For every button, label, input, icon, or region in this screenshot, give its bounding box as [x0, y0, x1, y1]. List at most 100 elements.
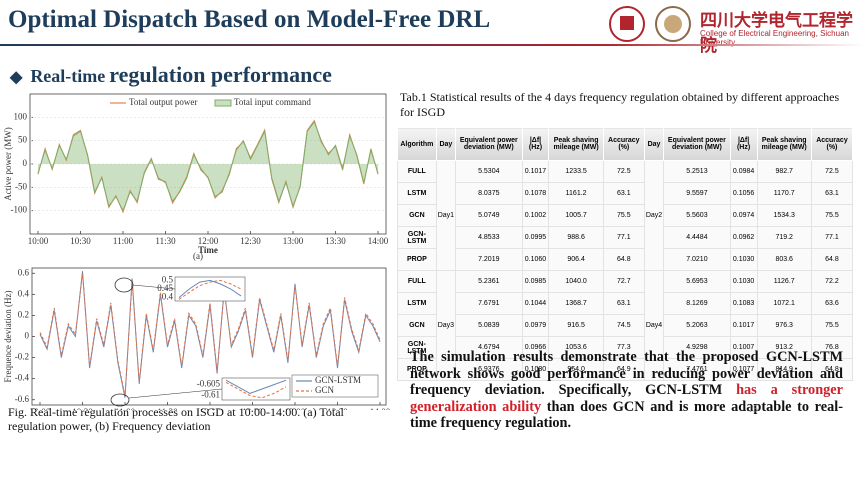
- slide-title: Optimal Dispatch Based on Model-Free DRL: [8, 6, 491, 33]
- y-axis-label: Frequence deviation (Hz): [3, 291, 13, 383]
- table-row: GCN 5.0749 0.1002 1005.7 75.5 5.5603 0.0974 153…: [397, 204, 854, 227]
- cell: 906.4: [548, 248, 604, 271]
- header-cell: Day: [435, 127, 457, 161]
- inset-tick-label: 0.5: [162, 274, 174, 284]
- header-cell: Peak shaving mileage (MW): [756, 127, 812, 161]
- inset-line: [225, 379, 287, 394]
- cell: 77.1: [810, 226, 854, 249]
- cell: 64.8: [602, 248, 645, 271]
- cell: 77.1: [602, 226, 645, 249]
- x-tick-label: 10:00: [28, 236, 49, 246]
- series-line: [37, 119, 379, 214]
- legend-label: GCN-LSTM: [315, 375, 361, 385]
- inset-frame: [221, 377, 291, 401]
- table-row: PROP 6.9376 0.1030 954.0 64.9 7.4761 0.1077 814…: [397, 358, 854, 381]
- y-tick-label: -100: [11, 205, 28, 215]
- cell: 64.9: [602, 358, 645, 381]
- charts: -100 -50 0 50 100 10:00 10:30 11:00 11:30 12:00 12…: [3, 93, 391, 410]
- y-tick-label: -0.4: [15, 373, 30, 383]
- cell: 954.0: [548, 358, 604, 381]
- header-cell: Peak shaving mileage (MW): [548, 127, 604, 161]
- cell: 1161.2: [548, 182, 604, 205]
- y-tick-label: 0.4: [18, 288, 30, 298]
- cell: 7.6791: [455, 292, 523, 315]
- cell: 5.5304: [455, 160, 523, 183]
- cell: 63.1: [602, 292, 645, 315]
- cell: GCN-LSTM: [397, 336, 437, 359]
- cell: 72.5: [810, 160, 854, 183]
- header-cell: Algorithm: [397, 127, 437, 161]
- zoom-marker: [110, 393, 130, 407]
- cell: 0.1056: [729, 182, 758, 205]
- cell: 72.5: [602, 160, 645, 183]
- cell: 75.5: [810, 314, 854, 337]
- table-row: GCN-LSTM 4.8533 0.0995 988.6 77.1 4.4484 0.096…: [397, 226, 854, 249]
- header-rule: [0, 44, 865, 46]
- cell: 916.5: [548, 314, 604, 337]
- paragraph: The simulation results demonstrate that …: [410, 349, 843, 432]
- cell: FULL: [397, 160, 437, 183]
- cell: 0.0984: [729, 160, 758, 183]
- cell: 0.1002: [521, 204, 550, 227]
- section-rest: regulation performance: [109, 62, 332, 87]
- cell: 5.0839: [455, 314, 523, 337]
- day-cell: Day3: [435, 270, 457, 381]
- x-tick-label: 13:00: [283, 236, 304, 246]
- y-tick-label: 50: [18, 135, 28, 145]
- cell: 1170.7: [756, 182, 812, 205]
- cell: 0.0966: [521, 336, 550, 359]
- inset-line: [178, 279, 242, 300]
- cell: 75.5: [602, 204, 645, 227]
- y-tick-label: -0.2: [15, 352, 29, 362]
- cell: 7.2019: [455, 248, 523, 271]
- cell: 7.0210: [663, 248, 731, 271]
- cell: 0.1044: [521, 292, 550, 315]
- cell: 0.0985: [521, 270, 550, 293]
- x-tick-label: 14:00: [370, 407, 391, 410]
- x-tick-label: 13:30: [327, 407, 348, 410]
- y-tick-label: -0.6: [15, 394, 30, 404]
- x-tick-label: 11:00: [113, 236, 134, 246]
- cell: 4.4484: [663, 226, 731, 249]
- zoom-arrow: [132, 284, 176, 290]
- cell: 74.5: [602, 314, 645, 337]
- table-row: LSTM 7.6791 0.1044 1368.7 63.1 8.1269 0.1083 10…: [397, 292, 854, 315]
- cell: 64.8: [810, 358, 854, 381]
- x-tick-label: 11:30: [157, 407, 178, 410]
- figure-caption: Fig. Real-time regulation processes on I…: [8, 405, 344, 433]
- header-cell: Accuracy (%): [602, 127, 645, 161]
- logo: [609, 6, 691, 42]
- x-tick-label: 11:00: [115, 407, 136, 410]
- inset-line: [178, 279, 242, 298]
- cell: 72.7: [602, 270, 645, 293]
- cell: 1126.7: [756, 270, 812, 293]
- inset-tick-label: -0.61: [201, 390, 220, 400]
- x-tick-label: 12:00: [200, 407, 221, 410]
- cell: 988.6: [548, 226, 604, 249]
- cell: 5.5603: [663, 204, 731, 227]
- x-tick-label: 12:00: [198, 236, 219, 246]
- y-tick-label: 0: [23, 158, 28, 168]
- day-cell: Day2: [643, 160, 665, 271]
- cell: 77.3: [602, 336, 645, 359]
- cell: 4.9298: [663, 336, 731, 359]
- cell: 7.4761: [663, 358, 731, 381]
- cell: 63.1: [810, 182, 854, 205]
- table-row: FULL Day3 5.2361 0.0985 1040.0 72.7 Day4 5.6953…: [397, 270, 854, 381]
- legend-box: [291, 374, 379, 398]
- header-cell: Equivalent power deviation (MW): [455, 127, 523, 161]
- x-tick-label: 12:30: [242, 407, 263, 410]
- annotation: (a): [193, 251, 203, 261]
- cell: 982.7: [756, 160, 812, 183]
- cell: 1040.0: [548, 270, 604, 293]
- legend-swatch: [214, 99, 232, 107]
- highlight: has a stronger generalization ability: [410, 382, 843, 415]
- cell: 814.9: [756, 358, 812, 381]
- cell: 8.0375: [455, 182, 523, 205]
- x-tick-label: 10:00: [30, 407, 51, 410]
- cell: 1233.5: [548, 160, 604, 183]
- cell: FULL: [397, 270, 437, 293]
- table-row: FULL Day1 5.5304 0.1017 1233.5 72.5 Day2 5.2513…: [397, 160, 854, 271]
- header-cell: Day: [643, 127, 665, 161]
